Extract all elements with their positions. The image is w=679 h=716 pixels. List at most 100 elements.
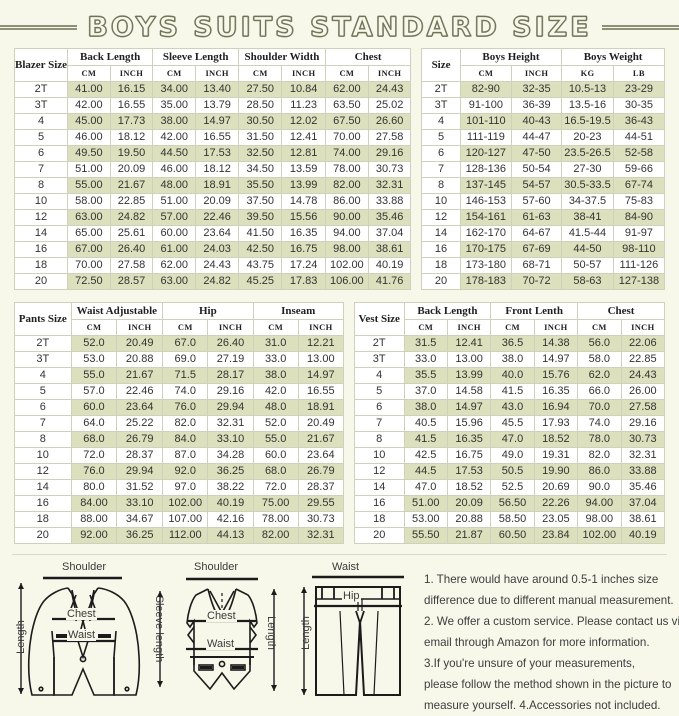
pants-cell: 20.88 bbox=[116, 351, 164, 368]
blazer-cell: 13.79 bbox=[195, 97, 240, 114]
vest-cell: 94.00 bbox=[577, 495, 622, 512]
pants-cell: 25.22 bbox=[116, 415, 164, 432]
blazer-cell: 12.81 bbox=[281, 145, 326, 162]
height-cell: 61-63 bbox=[510, 209, 563, 226]
pants-cell: 80.0 bbox=[70, 479, 118, 496]
pants-cell: 30.73 bbox=[297, 511, 344, 528]
height-row-size: 6 bbox=[421, 145, 461, 162]
blazer-cell: 62.00 bbox=[324, 81, 369, 98]
blazer-cell: 26.60 bbox=[367, 113, 412, 130]
blazer-shoulder-label: Shoulder bbox=[62, 561, 107, 573]
vest-row-size: 4 bbox=[353, 367, 405, 384]
blazer-cell: 34.50 bbox=[238, 161, 283, 178]
height-cell: 58-63 bbox=[561, 273, 614, 290]
measurement-guide-section: Shoulder Length Sleeve length Chest Wais… bbox=[0, 555, 679, 716]
measurement-figures: Shoulder Length Sleeve length Chest Wais… bbox=[10, 561, 412, 716]
height-row-size: 16 bbox=[421, 241, 461, 258]
blazer-cell: 32.31 bbox=[367, 177, 412, 194]
vest-cell: 66.0 bbox=[577, 383, 622, 400]
height-cell: 127-138 bbox=[612, 273, 666, 290]
note-line-7: measure yourself. 4.Accessories not incl… bbox=[424, 699, 661, 712]
height-cell: 54-57 bbox=[510, 177, 563, 194]
height-cell: 101-110 bbox=[459, 113, 512, 130]
blazer-cell: 23.64 bbox=[195, 225, 240, 242]
vest-row-size: 7 bbox=[353, 415, 405, 432]
table-row: 8 55.00 21.67 48.00 18.91 35.50 13.99 82.00 32.3… bbox=[13, 177, 412, 194]
table-row: 3T 91-100 36-39 13.5-16 30-35 bbox=[421, 97, 666, 114]
blazer-cell: 24.82 bbox=[109, 209, 154, 226]
pants-cell: 29.94 bbox=[116, 463, 164, 480]
pants-row-size: 4 bbox=[14, 367, 72, 384]
pants-cell: 36.25 bbox=[116, 527, 164, 544]
pants-cell: 72.0 bbox=[252, 479, 299, 496]
height-cell: 68-71 bbox=[510, 257, 563, 274]
blazer-cell: 31.50 bbox=[238, 129, 283, 146]
pants-cell: 38.22 bbox=[207, 479, 254, 496]
height-cell: 82-90 bbox=[459, 81, 512, 98]
pants-cell: 28.37 bbox=[297, 479, 344, 496]
table-row: 14 47.0 18.52 52.5 20.69 90.0 35.46 bbox=[353, 479, 666, 496]
vest-row-size: 3T bbox=[353, 351, 405, 368]
vest-cell: 37.04 bbox=[620, 495, 666, 512]
pants-cell: 33.10 bbox=[207, 431, 254, 448]
blazer-size-header: Blazer Size bbox=[13, 48, 69, 82]
blazer-cell: 41.50 bbox=[238, 225, 283, 242]
blazer-cell: 30.73 bbox=[367, 161, 412, 178]
height-cell: 10.5-13 bbox=[561, 81, 614, 98]
pants-cell: 78.00 bbox=[252, 511, 299, 528]
table-row: 16 67.00 26.40 61.00 24.03 42.50 16.75 98.00 38.… bbox=[13, 241, 412, 258]
boys-height-weight-table: Size Boys Height Boys Weight CM INCH KG LB 2T 8… bbox=[421, 48, 666, 290]
table-row: 6 120-127 47-50 23.5-26.5 52-58 bbox=[421, 145, 666, 162]
table-row: 12 63.00 24.82 57.00 22.46 39.50 15.56 90.00 35.… bbox=[13, 209, 412, 226]
pants-cell: 71.5 bbox=[162, 367, 209, 384]
blazer-cell: 45.00 bbox=[67, 113, 111, 130]
height-cell: 38-41 bbox=[561, 209, 614, 226]
height-cell: 40-43 bbox=[510, 113, 563, 130]
vest-size-header: Vest Size bbox=[353, 302, 405, 336]
pants-cell: 23.64 bbox=[297, 447, 344, 464]
table-row: 5 37.0 14.58 41.5 16.35 66.0 26.00 bbox=[353, 383, 666, 400]
blazer-cell: 16.15 bbox=[109, 81, 154, 98]
height-size-header: Size bbox=[421, 48, 461, 82]
pants-unit-header: CM bbox=[252, 319, 299, 336]
table-row: 6 60.0 23.64 76.0 29.94 48.0 18.91 bbox=[14, 399, 344, 416]
blazer-cell: 51.00 bbox=[152, 193, 197, 210]
blazer-unit-header: CM bbox=[67, 65, 111, 82]
pants-cell: 29.94 bbox=[207, 399, 254, 416]
height-group-header: Boys Weight bbox=[561, 48, 665, 66]
blazer-cell: 94.00 bbox=[324, 225, 369, 242]
height-cell: 23.5-26.5 bbox=[561, 145, 614, 162]
blazer-cell: 18.91 bbox=[195, 177, 240, 194]
blazer-cell: 70.00 bbox=[67, 257, 111, 274]
vest-cell: 102.00 bbox=[577, 527, 622, 544]
vest-group-header: Chest bbox=[577, 302, 665, 320]
table-row: 2T 82-90 32-35 10.5-13 23-29 bbox=[421, 81, 666, 98]
blazer-cell: 86.00 bbox=[324, 193, 369, 210]
blazer-cell: 82.00 bbox=[324, 177, 369, 194]
pants-cell: 34.28 bbox=[207, 447, 254, 464]
vest-cell: 16.35 bbox=[533, 383, 579, 400]
blazer-cell: 62.00 bbox=[152, 257, 197, 274]
height-row-size: 7 bbox=[421, 161, 461, 178]
blazer-row-size: 20 bbox=[13, 273, 69, 290]
vest-row-size: 6 bbox=[353, 399, 405, 416]
pants-cell: 23.64 bbox=[116, 399, 164, 416]
pants-row-size: 18 bbox=[14, 511, 72, 528]
table-row: 2T 52.0 20.49 67.0 26.40 31.0 12.21 bbox=[14, 335, 344, 352]
height-cell: 23-29 bbox=[612, 81, 666, 98]
pants-cell: 68.0 bbox=[252, 463, 299, 480]
pants-row-size: 2T bbox=[14, 335, 72, 352]
vest-measurement-diagram: Shoulder Length Chest Waist bbox=[180, 561, 298, 701]
vest-cell: 17.53 bbox=[446, 463, 492, 480]
blazer-cell: 44.50 bbox=[152, 145, 197, 162]
vest-cell: 17.93 bbox=[533, 415, 579, 432]
blazer-cell: 74.00 bbox=[324, 145, 369, 162]
blazer-cell: 72.50 bbox=[67, 273, 111, 290]
blazer-cell: 16.75 bbox=[281, 241, 326, 258]
vest-cell: 33.88 bbox=[620, 463, 666, 480]
section-divider bbox=[12, 554, 667, 555]
pants-cell: 20.49 bbox=[116, 335, 164, 352]
vest-row-size: 20 bbox=[353, 527, 405, 544]
vest-cell: 38.0 bbox=[490, 351, 535, 368]
title-rule-right bbox=[601, 24, 679, 30]
